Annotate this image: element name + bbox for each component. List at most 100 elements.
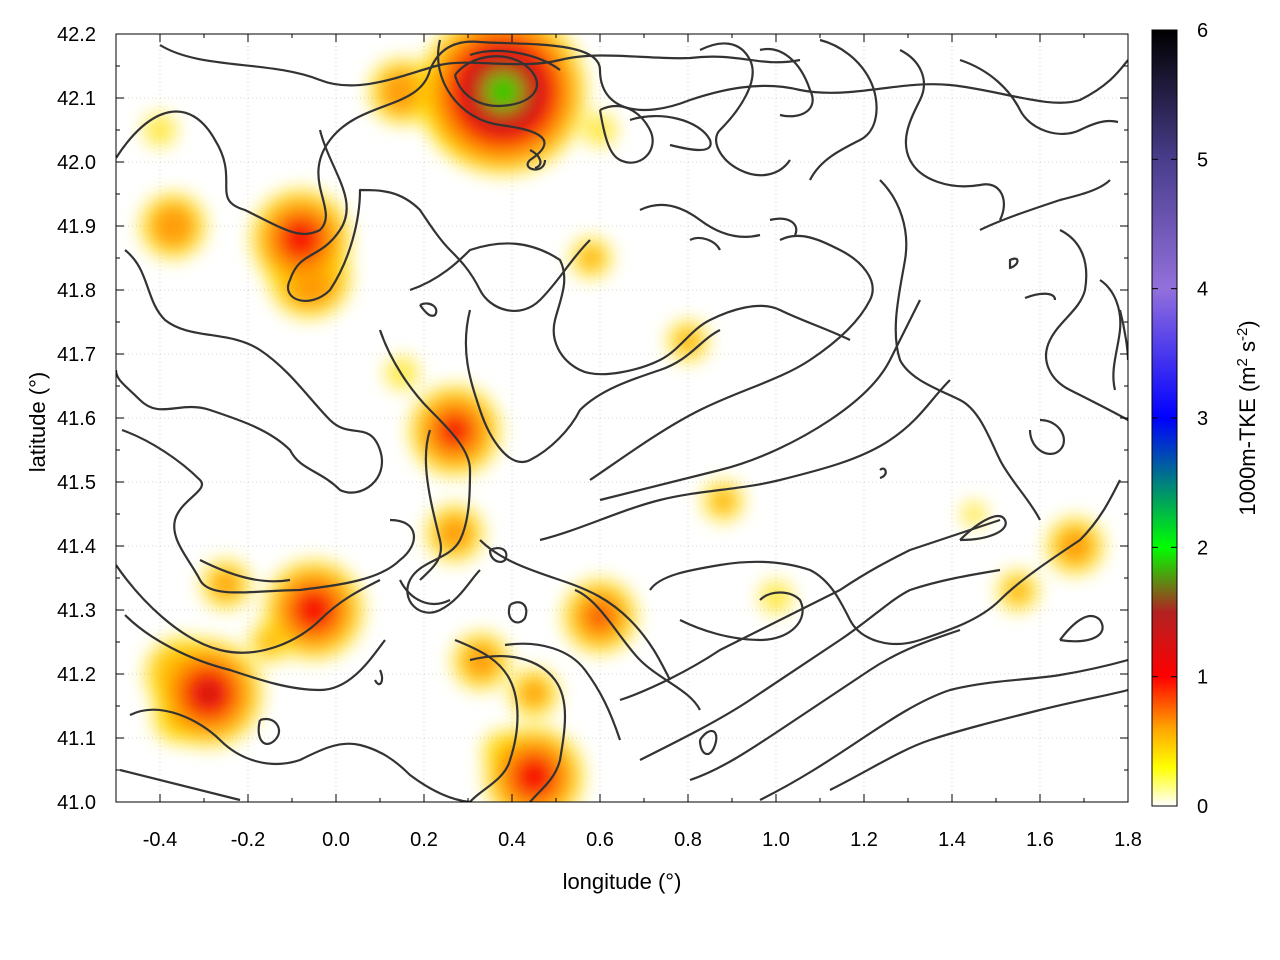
contour-line bbox=[129, 708, 471, 802]
tke-hotspot bbox=[143, 113, 177, 147]
contour-line bbox=[464, 309, 721, 463]
contour-line bbox=[469, 49, 561, 71]
contour-line bbox=[374, 669, 384, 686]
y-tick-label: 41.0 bbox=[57, 792, 96, 814]
contour-line bbox=[759, 658, 1128, 801]
contour-line bbox=[879, 467, 887, 480]
x-tick-label: 0.0 bbox=[322, 829, 350, 851]
contour-line bbox=[1045, 229, 1128, 421]
contour-line bbox=[599, 299, 921, 502]
contour-line bbox=[121, 428, 416, 594]
y-tick-label: 41.3 bbox=[57, 600, 96, 622]
contour-line bbox=[879, 179, 1041, 521]
tke-hotspot bbox=[583, 113, 617, 147]
tke-hotspot bbox=[462, 642, 501, 681]
contour-line bbox=[378, 329, 481, 614]
tke-hotspot bbox=[484, 72, 523, 111]
colorbar-tick-label: 0 bbox=[1197, 796, 1208, 818]
tke-hotspot bbox=[435, 514, 474, 553]
colorbar-title-superscript: -2 bbox=[1234, 328, 1251, 341]
contour-line bbox=[437, 39, 547, 171]
y-axis-title: latitude (°) bbox=[25, 372, 50, 473]
tke-hotspot bbox=[197, 682, 219, 704]
contour-line bbox=[507, 601, 528, 624]
y-tick-label: 41.6 bbox=[57, 408, 96, 430]
x-tick-label: -0.4 bbox=[143, 829, 177, 851]
contour-line bbox=[124, 614, 386, 692]
contour-line bbox=[698, 729, 718, 756]
colorbar-title-superscript: 2 bbox=[1234, 358, 1251, 366]
contour-line bbox=[689, 236, 721, 251]
y-tick-label: 41.1 bbox=[57, 728, 96, 750]
contour-line bbox=[1024, 292, 1057, 301]
contour-line bbox=[539, 379, 951, 542]
contour-line bbox=[399, 579, 451, 605]
y-tick-label: 42.0 bbox=[57, 152, 96, 174]
contour-line bbox=[619, 518, 1001, 702]
x-tick-label: 1.2 bbox=[850, 829, 878, 851]
tke-hotspot bbox=[961, 501, 987, 527]
contour-line bbox=[409, 242, 851, 376]
contour-line bbox=[639, 568, 1001, 761]
contour-line bbox=[1028, 418, 1065, 455]
tke-hotspot bbox=[759, 580, 793, 614]
y-tick-label: 41.7 bbox=[57, 344, 96, 366]
contour-line bbox=[287, 129, 591, 312]
contour-line bbox=[119, 768, 241, 802]
x-tick-label: 1.4 bbox=[938, 829, 966, 851]
x-tick-label: 0.6 bbox=[586, 829, 614, 851]
x-tick-label: 0.2 bbox=[410, 829, 438, 851]
contour-line bbox=[257, 717, 281, 745]
contour-line bbox=[469, 655, 567, 802]
y-tick-label: 41.4 bbox=[57, 536, 96, 558]
contour-line bbox=[829, 688, 1128, 791]
contour-line bbox=[689, 628, 961, 782]
plot-frame bbox=[115, 33, 1129, 803]
contour-line bbox=[598, 105, 654, 164]
contour-line bbox=[574, 588, 701, 711]
tke-hotspot bbox=[435, 411, 474, 450]
tke-hotspot bbox=[150, 202, 197, 250]
colorbar-tick-label: 6 bbox=[1197, 20, 1208, 42]
y-tick-label: 42.2 bbox=[57, 24, 96, 46]
contour-line bbox=[899, 49, 1005, 221]
colorbar-tick-label: 3 bbox=[1197, 408, 1208, 430]
contour-line bbox=[159, 44, 801, 87]
contour-line bbox=[959, 58, 1119, 135]
y-tick-label: 42.1 bbox=[57, 88, 96, 110]
contour-line bbox=[419, 429, 443, 581]
contour-line bbox=[529, 149, 542, 170]
contour-line bbox=[199, 559, 291, 583]
contour-line bbox=[809, 38, 878, 181]
x-tick-label: 1.0 bbox=[762, 829, 790, 851]
colorbar-tick-label: 5 bbox=[1197, 149, 1208, 171]
contour-line bbox=[1099, 279, 1122, 391]
tke-hotspot bbox=[712, 490, 734, 512]
contour-line bbox=[1059, 615, 1104, 643]
contour-line bbox=[639, 203, 761, 238]
tke-hotspot bbox=[589, 605, 611, 627]
x-tick-labels: -0.4 -0.2 0.0 0.2 0.4 0.6 0.8 1.0 1.2 1.4 1.6 1.8 bbox=[143, 829, 1142, 851]
contour-line bbox=[488, 546, 508, 564]
contour-line bbox=[116, 40, 1128, 235]
y-tick-label: 41.9 bbox=[57, 216, 96, 238]
contour-line bbox=[769, 217, 798, 236]
tke-hotspot bbox=[677, 330, 699, 352]
x-tick-label: 0.8 bbox=[674, 829, 702, 851]
colorbar-tick-label: 1 bbox=[1197, 667, 1208, 689]
y-tick-label: 41.8 bbox=[57, 280, 96, 302]
tke-hotspot bbox=[510, 753, 558, 800]
colorbar-ticks: 0 1 2 3 4 5 6 bbox=[1152, 20, 1208, 818]
tke-hotspot bbox=[1056, 527, 1095, 565]
contour-line bbox=[679, 591, 804, 642]
contour-line bbox=[504, 642, 622, 741]
y-tick-label: 41.2 bbox=[57, 664, 96, 686]
colorbar-tick-label: 4 bbox=[1197, 279, 1208, 301]
colorbar-tick-label: 2 bbox=[1197, 537, 1208, 559]
contour-line bbox=[699, 42, 791, 177]
tke-hotspot bbox=[580, 247, 602, 269]
x-axis-title: longitude (°) bbox=[563, 869, 682, 894]
terrain-contours bbox=[116, 38, 1128, 802]
contour-line bbox=[116, 564, 381, 654]
x-tick-label: 1.8 bbox=[1114, 829, 1142, 851]
